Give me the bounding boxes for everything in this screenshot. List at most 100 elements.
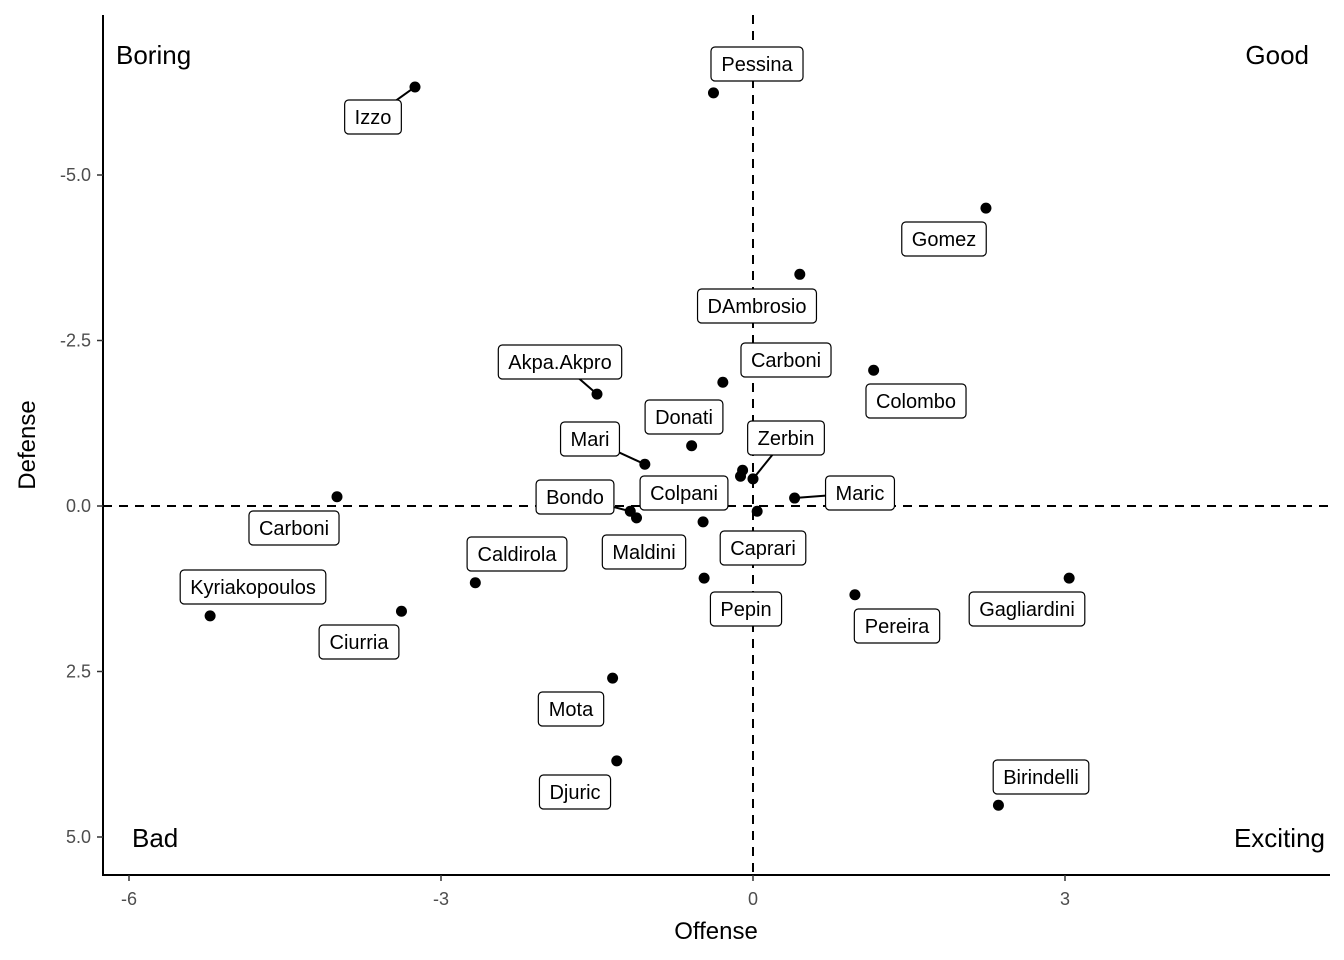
label-text: Gagliardini xyxy=(979,599,1075,621)
label-text: Colpani xyxy=(650,483,718,505)
label-text: Carboni xyxy=(259,518,329,540)
label-box xyxy=(535,479,615,515)
point-label: Kyriakopoulos xyxy=(179,569,327,605)
quadrant-label-boring: Boring xyxy=(116,40,191,70)
label-box xyxy=(865,383,967,419)
label-box xyxy=(719,530,807,566)
data-point xyxy=(395,605,407,617)
x-tick-label: -6 xyxy=(121,889,137,909)
label-text: Zerbin xyxy=(758,428,815,450)
quadrant-label-good: Good xyxy=(1245,40,1309,70)
label-box xyxy=(179,569,327,605)
data-point xyxy=(735,470,747,482)
label-text: Pessina xyxy=(721,54,793,76)
data-point xyxy=(607,672,619,684)
point-label: Caprari xyxy=(719,530,807,566)
data-point xyxy=(980,202,992,214)
label-text: Colombo xyxy=(876,391,956,413)
data-point xyxy=(751,505,763,517)
x-tick-label: -3 xyxy=(433,889,449,909)
label-box xyxy=(466,536,568,572)
label-box xyxy=(344,99,402,135)
data-point xyxy=(868,364,880,376)
label-text: Kyriakopoulos xyxy=(190,577,316,599)
point-label: Colombo xyxy=(865,383,967,419)
label-box xyxy=(901,221,987,257)
y-axis-title: Defense xyxy=(14,400,41,489)
y-tick-label: 5.0 xyxy=(66,827,91,847)
point-label: Pepin xyxy=(709,591,783,627)
point-label: Maldini xyxy=(601,534,687,570)
point-label: Maric xyxy=(824,475,896,511)
point-label: Mari xyxy=(559,421,621,457)
point-label: Colpani xyxy=(639,475,729,511)
point-label: Donati xyxy=(644,399,724,435)
label-text: Birindelli xyxy=(1003,767,1079,789)
point-label: Gagliardini xyxy=(968,591,1086,627)
label-box xyxy=(853,608,941,644)
point-label: Pereira xyxy=(853,608,941,644)
label-text: Maldini xyxy=(612,542,675,564)
label-text: DAmbrosio xyxy=(708,296,807,318)
data-point xyxy=(707,87,719,99)
quadrant-label-bad: Bad xyxy=(132,823,178,853)
label-text: Izzo xyxy=(355,107,392,129)
data-point xyxy=(591,388,603,400)
point-label: Bondo xyxy=(535,479,615,515)
point-label: Carboni xyxy=(248,510,340,546)
point-label: Akpa.Akpro xyxy=(497,344,623,380)
data-point xyxy=(849,589,861,601)
y-tick-label: -2.5 xyxy=(60,331,91,351)
label-text: Ciurria xyxy=(330,632,390,654)
label-box xyxy=(747,420,825,456)
label-box xyxy=(968,591,1086,627)
data-point xyxy=(698,572,710,584)
x-tick-label: 3 xyxy=(1060,889,1070,909)
data-point xyxy=(639,458,651,470)
y-tick-label: 2.5 xyxy=(66,662,91,682)
label-box xyxy=(740,342,832,378)
label-text: Donati xyxy=(655,407,713,429)
label-box xyxy=(644,399,724,435)
data-point xyxy=(611,755,623,767)
point-label: Djuric xyxy=(538,774,612,810)
label-text: Djuric xyxy=(549,782,600,804)
point-label: Ciurria xyxy=(318,624,400,660)
label-text: Bondo xyxy=(546,487,604,509)
label-box xyxy=(497,344,623,380)
data-point xyxy=(469,577,481,589)
label-box xyxy=(639,475,729,511)
label-text: Maric xyxy=(836,483,885,505)
x-axis-title: Offense xyxy=(674,918,758,945)
label-box xyxy=(601,534,687,570)
label-text: Gomez xyxy=(912,229,976,251)
point-label: DAmbrosio xyxy=(696,288,818,324)
point-label: Gomez xyxy=(901,221,987,257)
label-box xyxy=(824,475,896,511)
quadrant-label-exciting: Exciting xyxy=(1234,823,1325,853)
label-box xyxy=(537,691,605,727)
label-text: Caldirola xyxy=(478,544,558,566)
label-box xyxy=(710,46,804,82)
label-box xyxy=(318,624,400,660)
point-label: Caldirola xyxy=(466,536,568,572)
point-label: Zerbin xyxy=(747,420,825,456)
point-label: Pessina xyxy=(710,46,804,82)
label-box xyxy=(538,774,612,810)
label-box xyxy=(696,288,818,324)
label-box xyxy=(709,591,783,627)
label-text: Carboni xyxy=(751,350,821,372)
y-tick-label: 0.0 xyxy=(66,496,91,516)
data-point xyxy=(717,376,729,388)
label-text: Mota xyxy=(549,699,594,721)
label-box xyxy=(248,510,340,546)
data-point xyxy=(204,610,216,622)
data-point xyxy=(331,491,343,503)
x-tick-label: 0 xyxy=(748,889,758,909)
data-point xyxy=(992,799,1004,811)
label-text: Pereira xyxy=(865,616,930,638)
label-text: Mari xyxy=(571,429,610,451)
data-point xyxy=(409,81,421,93)
point-label: Izzo xyxy=(344,99,402,135)
